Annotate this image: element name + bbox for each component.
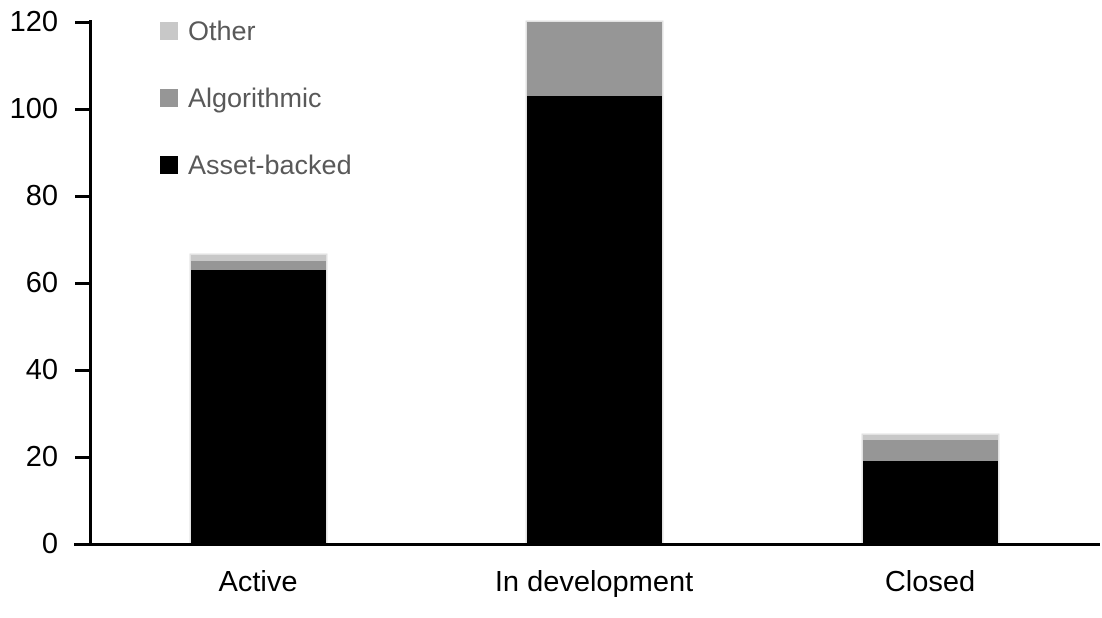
bar-segment-algorithmic: [526, 22, 662, 96]
bar-segment-asset-backed: [526, 95, 662, 544]
bar-segment-algorithmic: [862, 439, 998, 462]
y-axis-tick-label: 60: [25, 267, 58, 299]
y-axis-line: [89, 20, 92, 546]
bar-segment-algorithmic: [190, 261, 326, 270]
y-axis-tick-label: 40: [25, 354, 58, 386]
legend-item-asset-backed: Asset-backed: [160, 150, 352, 180]
y-axis-tick: [75, 281, 90, 285]
legend-item-label: Algorithmic: [188, 82, 322, 113]
y-axis-tick: [75, 107, 90, 111]
bar-segment-asset-backed: [862, 461, 998, 544]
bar-active: [190, 254, 326, 544]
legend-item-label: Other: [188, 15, 256, 46]
legend-swatch-icon: [160, 156, 178, 174]
legend-swatch-icon: [160, 22, 178, 40]
bar-segment-asset-backed: [190, 269, 326, 544]
legend-item-algorithmic: Algorithmic: [160, 83, 352, 113]
y-axis-tick: [75, 194, 90, 198]
legend-item-other: Other: [160, 16, 352, 46]
y-axis-tick: [75, 368, 90, 372]
legend-swatch-icon: [160, 89, 178, 107]
y-axis-tick-label: 20: [25, 441, 58, 473]
bar-segment-other: [862, 435, 998, 440]
x-axis-line: [74, 543, 1100, 546]
x-axis-label: Active: [218, 566, 298, 598]
chart-legend: Other Algorithmic Asset-backed: [160, 16, 352, 222]
y-axis-tick: [75, 20, 90, 24]
x-axis-label: Closed: [884, 566, 976, 598]
y-axis-tick: [75, 455, 90, 459]
bar-segment-other: [190, 254, 326, 262]
y-axis-tick-label: 80: [25, 180, 58, 212]
y-axis-tick-label: 100: [9, 93, 58, 125]
bar-in-development: [526, 22, 662, 544]
bar-closed: [862, 435, 998, 544]
y-axis-tick-label: 120: [9, 6, 58, 38]
legend-item-label: Asset-backed: [188, 149, 352, 180]
x-axis-label: In development: [494, 566, 694, 598]
y-axis-tick-label: 0: [41, 528, 58, 560]
